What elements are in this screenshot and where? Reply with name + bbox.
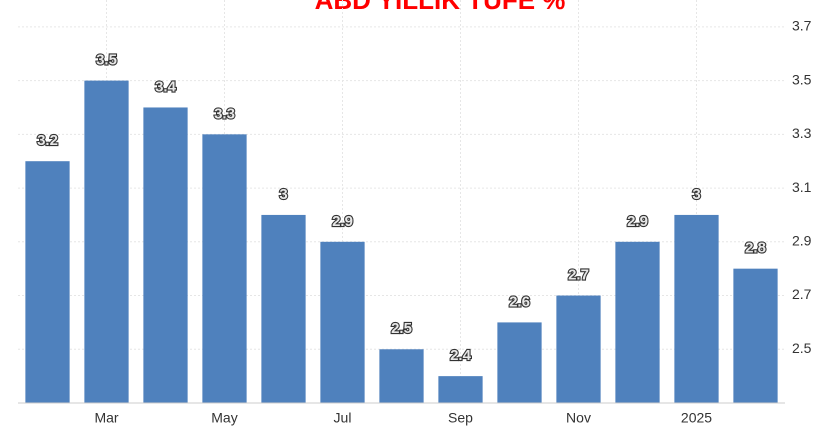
y-tick-label: 3.3	[792, 125, 812, 141]
value-label: 3	[279, 186, 287, 203]
bar	[84, 80, 129, 403]
bar	[556, 295, 601, 403]
value-label: 3.5	[96, 52, 117, 69]
bar	[379, 349, 424, 403]
value-label: 2.5	[391, 320, 412, 337]
bar	[202, 134, 247, 404]
chart-title: ABD YILLIK TÜFE %	[315, 0, 566, 15]
value-label: 3	[692, 186, 700, 203]
x-tick-label: Jul	[334, 410, 352, 426]
y-tick-label: 3.5	[792, 71, 812, 87]
bar	[497, 322, 542, 403]
bar	[143, 107, 188, 403]
bar	[733, 268, 778, 403]
x-tick-label: Mar	[94, 410, 118, 426]
x-tick-label: Nov	[566, 410, 591, 426]
value-label: 3.2	[37, 132, 58, 149]
bar	[320, 241, 365, 403]
bar	[261, 214, 306, 403]
value-label: 3.3	[214, 105, 235, 122]
bar	[674, 214, 719, 403]
y-tick-label: 2.5	[792, 340, 812, 356]
y-tick-label: 3.1	[792, 179, 812, 195]
bar	[438, 376, 483, 403]
y-tick-label: 3.7	[792, 18, 812, 34]
x-tick-label: Sep	[448, 410, 473, 426]
value-label: 2.9	[332, 213, 353, 230]
x-tick-label: 2025	[681, 410, 712, 426]
bar	[25, 161, 70, 403]
value-label: 2.8	[745, 240, 766, 257]
bar	[615, 241, 660, 403]
value-label: 2.6	[509, 293, 530, 310]
y-tick-label: 2.7	[792, 286, 812, 302]
value-label: 2.9	[627, 213, 648, 230]
value-label: 3.4	[155, 78, 177, 95]
x-tick-label: May	[211, 410, 237, 426]
value-label: 2.7	[568, 267, 589, 284]
value-label: 2.4	[450, 347, 472, 364]
y-tick-label: 2.9	[792, 233, 812, 249]
